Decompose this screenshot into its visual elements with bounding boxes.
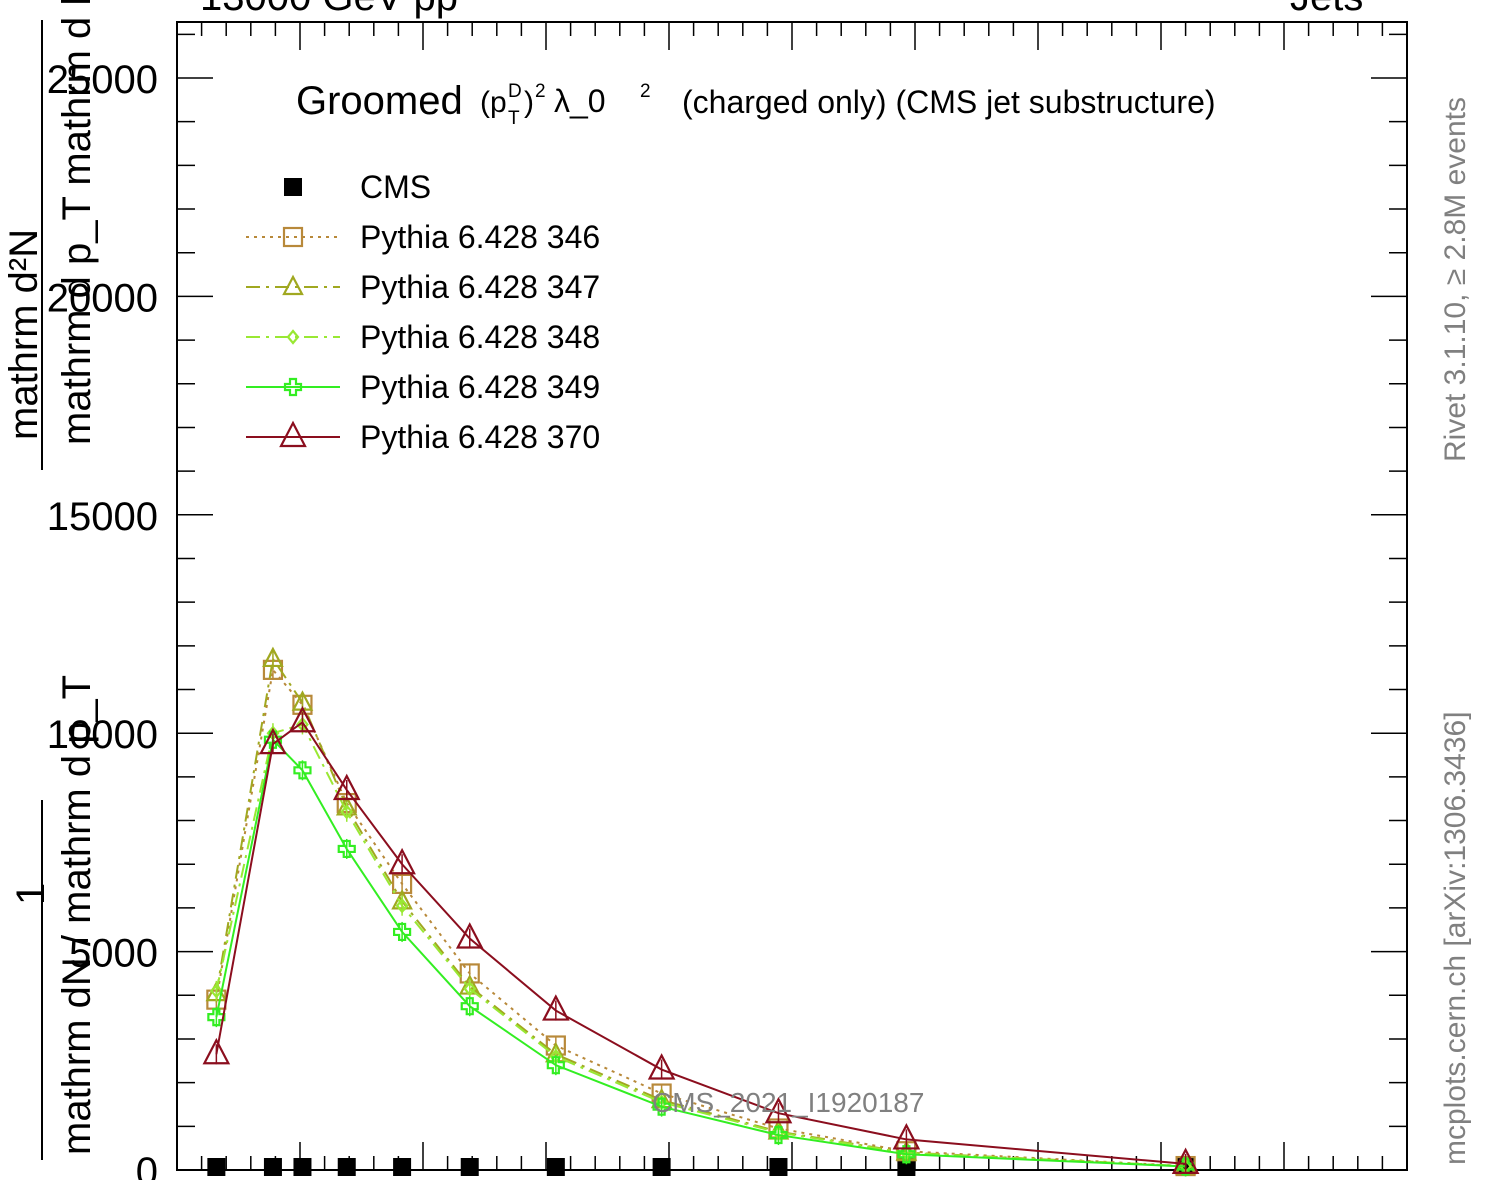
legend-marker bbox=[286, 329, 300, 345]
legend: CMS Pythia 6.428 346 Pythia 6.428 347 Pythi… bbox=[246, 169, 600, 455]
data-point bbox=[340, 804, 354, 820]
svg-text:2: 2 bbox=[535, 81, 546, 102]
y-axis-label: 1 mathrm dN / mathrm d p_T mathrm d²N ma… bbox=[2, 0, 99, 1160]
chart-title-main: Groomed bbox=[296, 79, 463, 123]
data-point bbox=[388, 847, 416, 875]
data-point bbox=[546, 1056, 565, 1075]
data-point bbox=[897, 1158, 916, 1176]
data-point bbox=[546, 1158, 565, 1176]
svg-text:D: D bbox=[508, 81, 522, 102]
data-point bbox=[395, 898, 409, 914]
data-point bbox=[460, 1158, 479, 1176]
legend-label: Pythia 6.428 346 bbox=[360, 219, 600, 255]
data-point bbox=[262, 646, 284, 668]
data-point bbox=[455, 922, 484, 949]
data-point bbox=[207, 1008, 226, 1027]
data-point bbox=[1171, 1147, 1200, 1174]
ylabel-num: mathrm d²N bbox=[2, 229, 46, 440]
header-right: Jets bbox=[1290, 0, 1363, 19]
y-tick-label: 10000 bbox=[47, 713, 158, 757]
legend-item: Pythia 6.428 347 bbox=[246, 269, 600, 305]
ylabel-frac-den: mathrm dN / mathrm d p_T bbox=[55, 675, 99, 1155]
series-line bbox=[215, 723, 1186, 1168]
legend-label: Pythia 6.428 348 bbox=[360, 319, 600, 355]
series-0 bbox=[207, 1158, 1195, 1176]
svg-text:2: 2 bbox=[640, 81, 651, 102]
data-point bbox=[542, 994, 570, 1021]
rivet-label: Rivet 3.1.10, ≥ 2.8M events bbox=[1439, 97, 1472, 462]
data-point bbox=[209, 983, 223, 999]
svg-text:λ_0: λ_0 bbox=[554, 83, 606, 119]
data-point bbox=[769, 1158, 788, 1176]
y-tick-label: 15000 bbox=[47, 495, 158, 539]
svg-text:T: T bbox=[508, 108, 520, 129]
data-point bbox=[393, 1158, 412, 1176]
svg-text:): ) bbox=[524, 86, 534, 119]
data-point bbox=[207, 1158, 226, 1176]
chart-title-formula: (p D T ) 2 λ_0 2 bbox=[480, 81, 651, 129]
data-point bbox=[202, 1037, 231, 1065]
data-point bbox=[293, 1158, 312, 1176]
data-point bbox=[460, 997, 479, 1016]
legend-marker bbox=[283, 377, 303, 397]
legend-label: Pythia 6.428 370 bbox=[360, 419, 600, 455]
data-point bbox=[263, 1158, 282, 1176]
data-point bbox=[288, 705, 317, 733]
data-point bbox=[463, 981, 477, 997]
data-point bbox=[892, 1123, 921, 1150]
y-tick-labels: 0 5000 10000 15000 20000 25000 bbox=[47, 58, 158, 1180]
series-group bbox=[202, 646, 1200, 1177]
data-point bbox=[259, 727, 287, 755]
series-4 bbox=[207, 729, 1195, 1177]
data-point bbox=[332, 773, 361, 801]
legend-marker bbox=[282, 226, 304, 248]
header-left: 13000 GeV pp bbox=[200, 0, 458, 19]
legend-label: Pythia 6.428 347 bbox=[360, 269, 600, 305]
data-point bbox=[897, 1145, 916, 1164]
analysis-watermark: CMS_2021_I1920187 bbox=[652, 1087, 924, 1118]
data-point bbox=[337, 839, 356, 859]
data-point bbox=[392, 922, 412, 942]
legend-item: Pythia 6.428 370 bbox=[246, 419, 600, 455]
data-point bbox=[293, 761, 312, 780]
svg-text:(p: (p bbox=[480, 86, 507, 119]
series-5 bbox=[202, 705, 1200, 1174]
legend-item: Pythia 6.428 349 bbox=[246, 369, 600, 405]
y-tick-label: 0 bbox=[136, 1150, 158, 1180]
legend-marker bbox=[282, 274, 304, 296]
data-point bbox=[764, 1096, 793, 1124]
y-tick-label: 25000 bbox=[47, 58, 158, 102]
data-point bbox=[652, 1097, 671, 1116]
legend-marker bbox=[279, 420, 307, 448]
data-point bbox=[769, 1125, 788, 1145]
legend-item: Pythia 6.428 346 bbox=[246, 219, 600, 255]
legend-marker bbox=[284, 178, 302, 196]
y-tick-label: 20000 bbox=[47, 276, 158, 320]
ylabel-den: mathrm d p_T mathrm d lambda bbox=[55, 0, 99, 445]
data-point bbox=[337, 1158, 356, 1176]
data-point bbox=[652, 1158, 671, 1176]
chart-title-rest: (charged only) (CMS jet substructure) bbox=[682, 84, 1216, 120]
legend-label: Pythia 6.428 349 bbox=[360, 369, 600, 405]
ylabel-frac-num: 1 bbox=[9, 883, 53, 905]
legend-label: CMS bbox=[360, 169, 431, 205]
legend-item: CMS bbox=[284, 169, 431, 205]
legend-item: Pythia 6.428 348 bbox=[246, 319, 600, 355]
y-tick-label: 5000 bbox=[69, 932, 158, 976]
mcplots-label: mcplots.cern.ch [arXiv:1306.3436] bbox=[1439, 711, 1472, 1165]
data-point bbox=[647, 1053, 676, 1080]
